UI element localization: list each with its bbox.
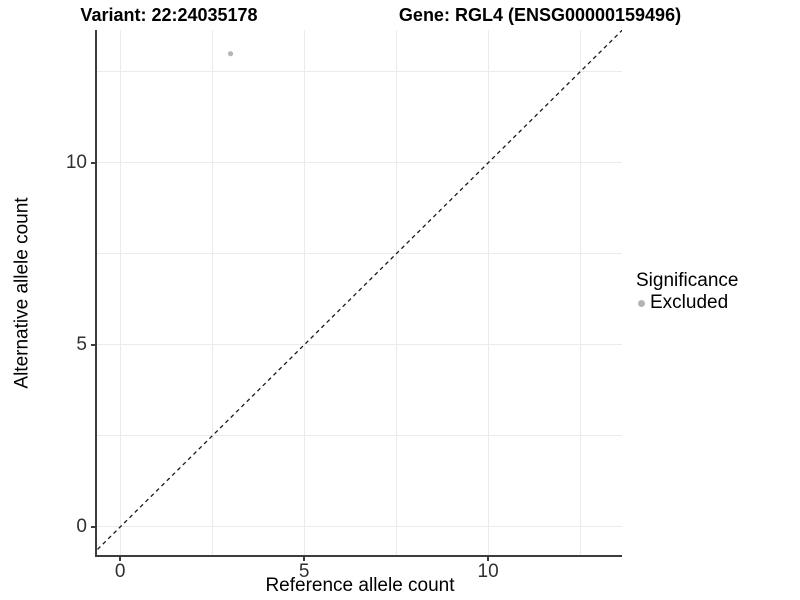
gridline-x: [119, 30, 121, 555]
data-layer: [97, 30, 622, 551]
x-tick-label: 5: [298, 561, 310, 582]
x-tick-mark: [119, 557, 121, 561]
x-tick-mark: [487, 557, 489, 561]
data-point: [227, 51, 234, 57]
legend-item-label: Excluded: [650, 292, 729, 313]
x-axis-line: [95, 555, 622, 557]
legend: Significance Excluded: [636, 270, 738, 314]
y-tick-mark: [91, 526, 95, 528]
identity-line: [97, 30, 622, 551]
gridline-y: [97, 526, 622, 528]
y-axis-title-wrap: Alternative allele count: [8, 30, 38, 555]
legend-point-swatch-icon: [638, 299, 645, 307]
legend-title: Significance: [636, 270, 739, 291]
legend-item-excluded: Excluded: [636, 292, 738, 314]
gridline-y: [97, 71, 622, 73]
y-tick-mark: [91, 344, 95, 346]
gridline-y: [97, 344, 622, 346]
gridline-y: [97, 435, 622, 437]
gridline-y: [97, 253, 622, 255]
x-tick-label: 10: [477, 561, 499, 582]
gridline-x: [487, 30, 489, 555]
y-tick-label: 5: [76, 333, 87, 355]
plot-panel: [97, 30, 622, 555]
y-tick-label: 10: [65, 151, 87, 173]
gridline-x: [395, 30, 397, 555]
y-axis-line: [95, 30, 97, 557]
y-axis-title: Alternative allele count: [12, 196, 34, 389]
y-tick-label: 0: [76, 515, 87, 537]
y-tick-mark: [91, 162, 95, 164]
plot-title-variant: Variant: 22:24035178: [80, 5, 258, 25]
gridline-y: [97, 162, 622, 164]
x-axis-title: Reference allele count: [265, 575, 455, 596]
plot-title-gene: Gene: RGL4 (ENSG00000159496): [398, 5, 682, 25]
gridline-x: [579, 30, 581, 555]
gridline-x: [211, 30, 213, 555]
x-tick-mark: [303, 557, 305, 561]
x-tick-label: 0: [114, 561, 126, 582]
gridline-x: [303, 30, 305, 555]
